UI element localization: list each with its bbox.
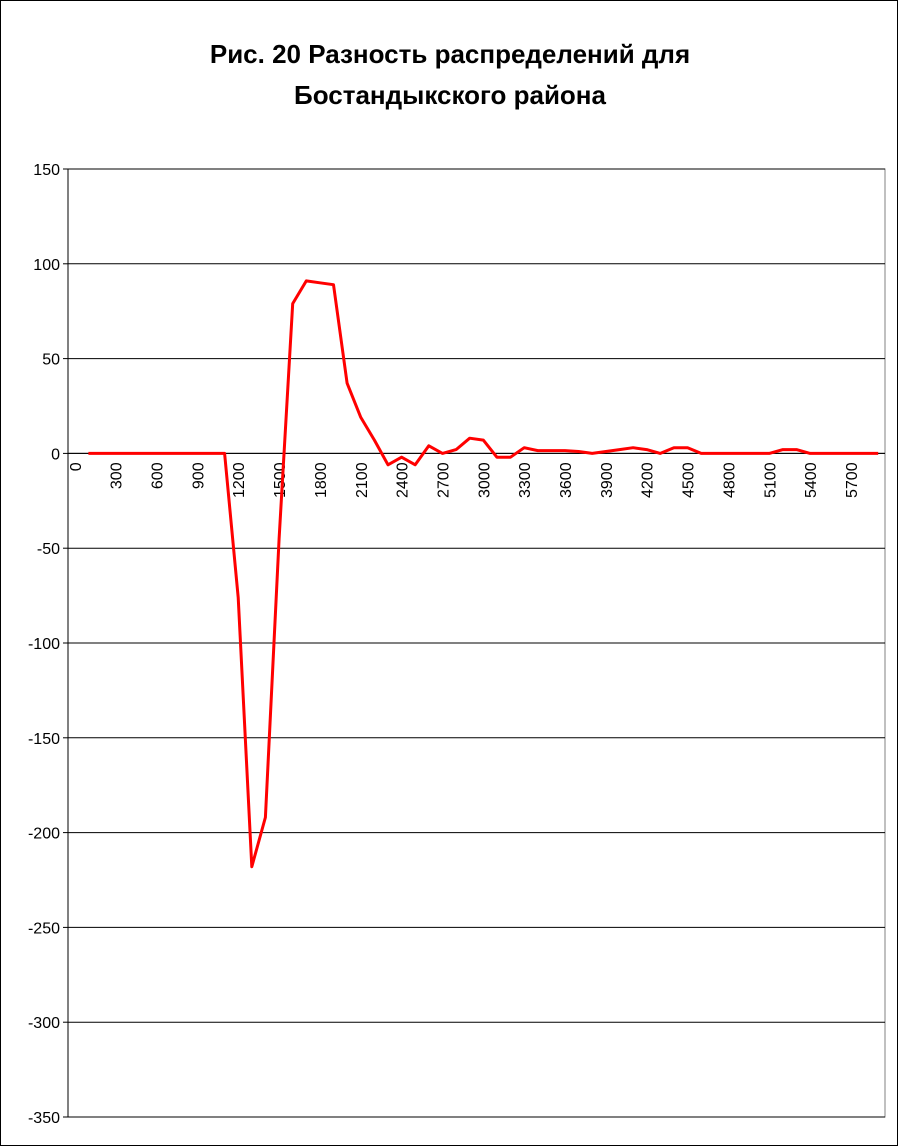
y-tick-label: -150 bbox=[28, 731, 60, 748]
x-tick-label: 2700 bbox=[435, 462, 452, 498]
x-tick-label: 0 bbox=[68, 462, 85, 471]
x-tick-label: 5400 bbox=[803, 462, 820, 498]
x-tick-label: 600 bbox=[150, 462, 167, 489]
chart-title: Рис. 20 Разность распределений для bbox=[210, 39, 690, 69]
x-tick-label: 1200 bbox=[231, 462, 248, 498]
y-tick-label: -300 bbox=[28, 1015, 60, 1032]
x-tick-label: 3600 bbox=[558, 462, 575, 498]
x-tick-label: 5700 bbox=[844, 462, 861, 498]
y-tick-label: 0 bbox=[51, 446, 60, 463]
y-tick-label: 100 bbox=[33, 257, 60, 274]
x-tick-label: 900 bbox=[190, 462, 207, 489]
x-tick-label: 4500 bbox=[681, 462, 698, 498]
x-tick-label: 3000 bbox=[476, 462, 493, 498]
y-tick-label: -50 bbox=[37, 541, 60, 558]
x-tick-label: 5100 bbox=[762, 462, 779, 498]
y-tick-label: -200 bbox=[28, 826, 60, 843]
x-tick-label: 3900 bbox=[599, 462, 616, 498]
x-tick-label: 4800 bbox=[721, 462, 738, 498]
x-tick-label: 300 bbox=[109, 462, 126, 489]
data-line bbox=[88, 279, 879, 869]
y-tick-label: -350 bbox=[28, 1110, 60, 1127]
x-tick-label: 1800 bbox=[313, 462, 330, 498]
x-tick-label: 2400 bbox=[395, 462, 412, 498]
x-tick-label: 3300 bbox=[517, 462, 534, 498]
y-tick-label: -250 bbox=[28, 920, 60, 937]
x-tick-label: 4200 bbox=[640, 462, 657, 498]
y-tick-label: 50 bbox=[42, 352, 60, 369]
x-tick-label: 1500 bbox=[272, 462, 289, 498]
x-tick-label: 2100 bbox=[354, 462, 371, 498]
chart-title: Бостандыкского района bbox=[294, 80, 606, 110]
y-tick-label: -100 bbox=[28, 636, 60, 653]
y-tick-label: 150 bbox=[33, 162, 60, 179]
